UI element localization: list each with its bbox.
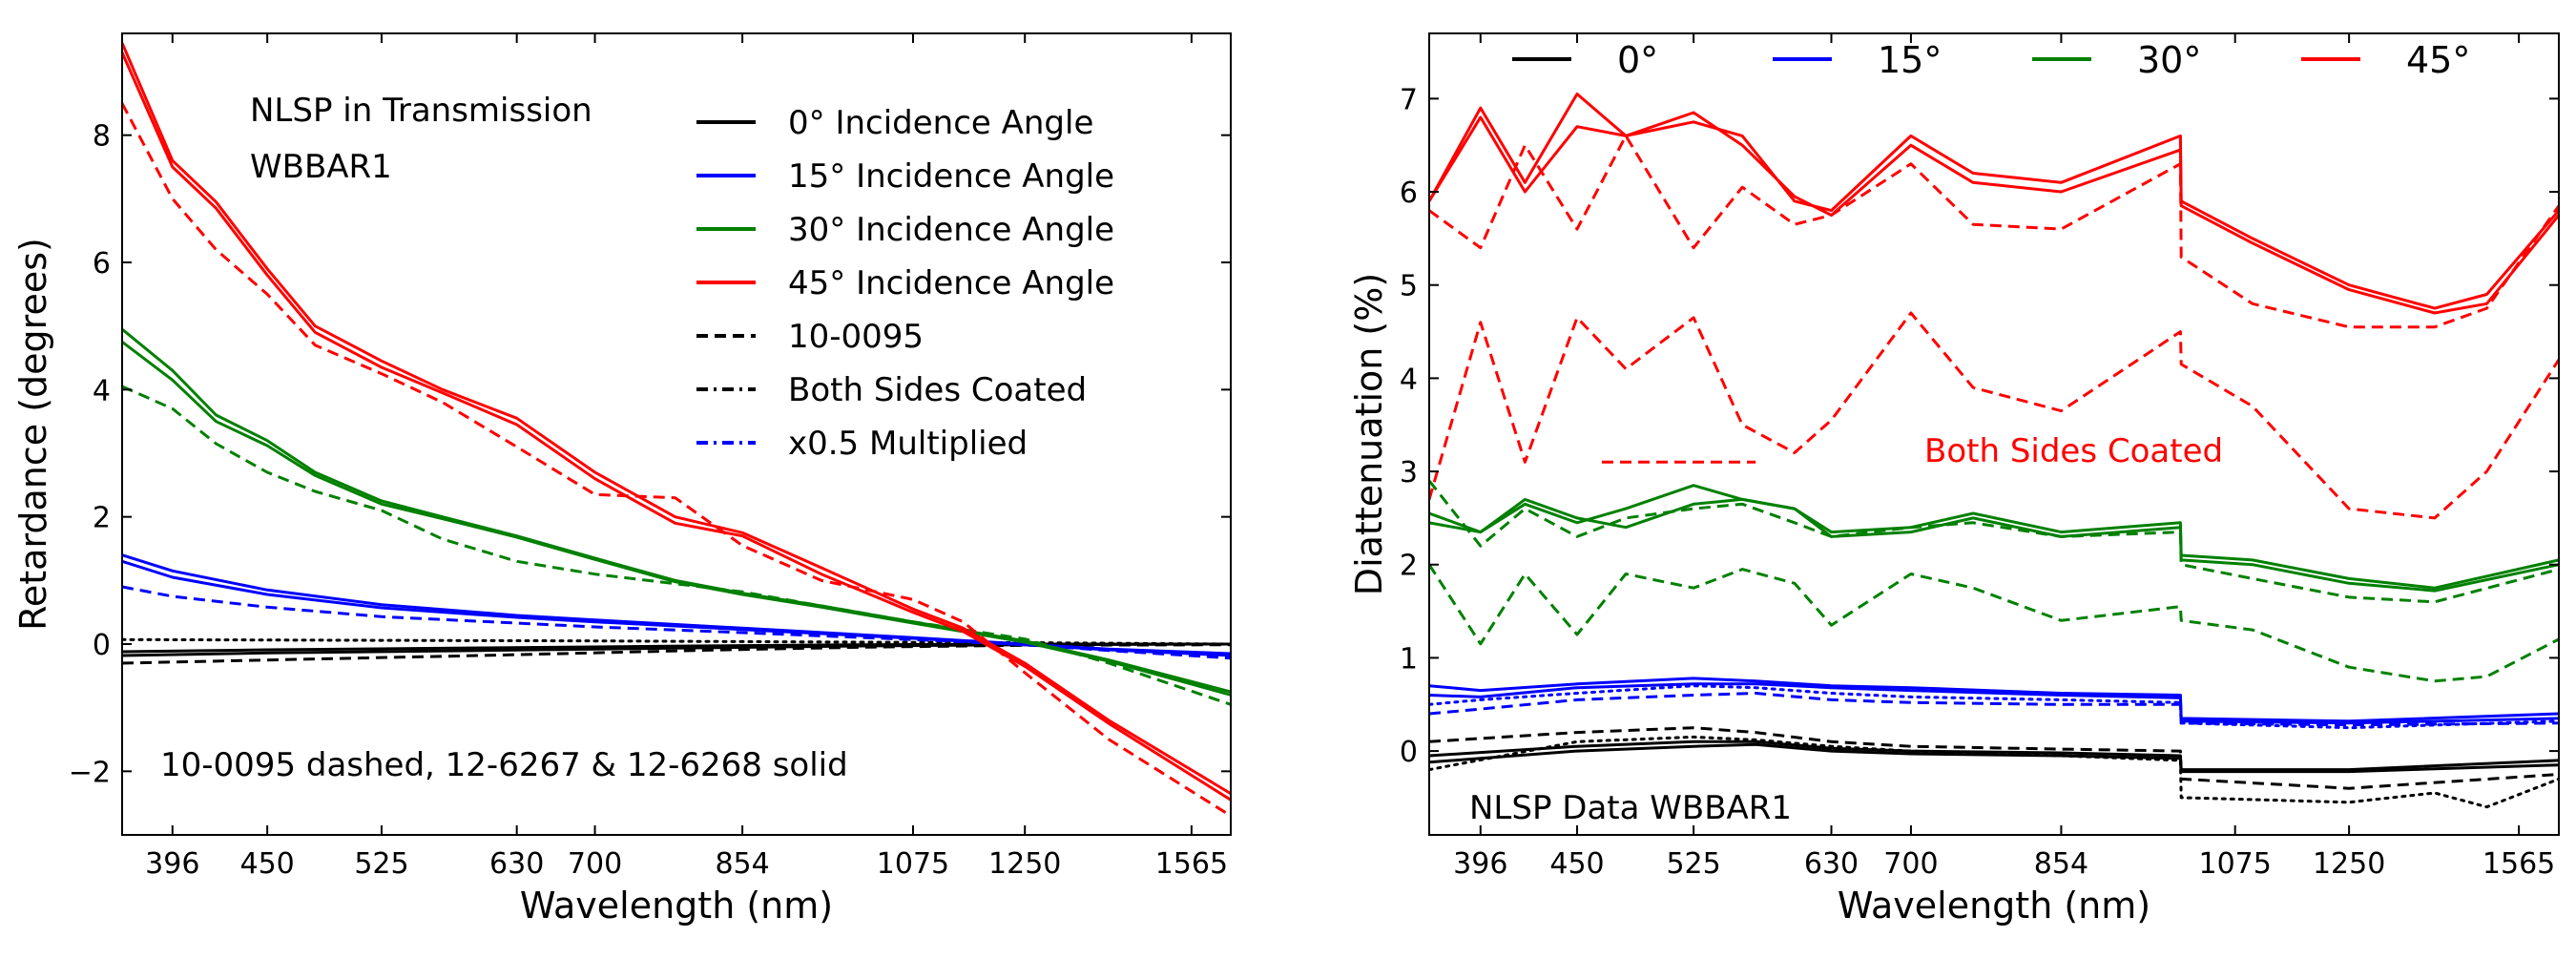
diattenuation-legend-label-1: 15° [1878,39,1942,81]
diattenuation-y-tick-label: 3 [1400,456,1418,489]
diattenuation-legend-label-2: 30° [2137,39,2201,81]
diattenuation-series-line-15 [1429,311,2559,520]
retardance-x-tick-label: 854 [715,847,769,881]
diattenuation-series-line-10 [1429,479,2559,604]
retardance-x-axis-label: Wavelength (nm) [520,885,833,927]
retardance-x-tick-label: 525 [354,847,408,881]
retardance-y-tick-label: 6 [93,247,111,281]
diattenuation-series-line-2 [1429,726,2559,790]
retardance-annotation-footer: 10-0095 dashed, 12-6267 & 12-6268 solid [160,746,848,784]
diattenuation-series-group [1429,93,2559,809]
retardance-y-tick-label: 4 [93,374,111,407]
diattenuation-x-axis-label: Wavelength (nm) [1838,885,2150,927]
diattenuation-y-tick-label: 7 [1400,83,1418,116]
diattenuation-y-tick-label: 2 [1400,550,1418,583]
retardance-x-tick-label: 700 [568,847,622,881]
diattenuation-x-ticks: 396 450 525 630 700 854 1075 1250 1565 [1453,33,2555,881]
retardance-y-tick-label: 2 [93,502,111,535]
diattenuation-x-tick-label: 396 [1453,847,1507,881]
diattenuation-y-ticks: 0 1 2 3 4 5 6 7 [1400,83,2559,769]
diattenuation-series-line-8 [1429,484,2559,590]
diattenuation-y-tick-label: 6 [1400,177,1418,210]
retardance-x-tick-label: 1565 [1155,847,1228,881]
diattenuation-series-line-12 [1429,93,2559,310]
diattenuation-legend-label-0: 0° [1617,39,1658,81]
retardance-legend-label-4: 10-0095 [788,318,924,356]
diattenuation-x-tick-label: 1565 [2483,847,2555,881]
diattenuation-x-tick-label: 1075 [2199,847,2272,881]
diattenuation-x-tick-label: 450 [1549,847,1604,881]
retardance-annotation-sample: WBBAR1 [250,148,392,186]
diattenuation-series-line-7 [1429,684,2559,730]
retardance-legend: 0° Incidence Angle 15° Incidence Angle 30°… [696,104,1114,463]
retardance-legend-label-2: 30° Incidence Angle [788,211,1114,249]
diattenuation-series-line-9 [1429,497,2559,593]
retardance-x-tick-label: 450 [240,847,295,881]
retardance-series-line-3 [122,637,1231,646]
diattenuation-legend-label-3: 45° [2406,39,2470,81]
retardance-y-ticks: −2 0 2 4 6 8 [69,120,1231,789]
retardance-legend-label-5: Both Sides Coated [788,371,1087,409]
retardance-series-line-11 [122,52,1231,802]
diattenuation-annotation-footer: NLSP Data WBBAR1 [1469,789,1792,827]
retardance-y-tick-label: −2 [69,756,111,789]
diattenuation-y-tick-label: 0 [1400,736,1418,769]
retardance-series-line-2 [122,643,1231,665]
diattenuation-series-line-3 [1429,735,2559,809]
diattenuation-y-tick-label: 1 [1400,642,1418,676]
retardance-legend-label-0: 0° Incidence Angle [788,104,1093,142]
diattenuation-x-tick-label: 630 [1804,847,1859,881]
diattenuation-y-tick-label: 4 [1400,363,1418,396]
retardance-plot-frame [121,32,1232,836]
retardance-x-tick-label: 396 [145,847,199,881]
diattenuation-y-axis-label: Diattenuation (%) [1348,273,1390,595]
retardance-y-tick-label: 8 [93,120,111,154]
diattenuation-legend: 0° 15° 30° 45° [1512,39,2470,81]
diattenuation-annotation-both-sides: Both Sides Coated [1924,432,2223,470]
diattenuation-series-line-5 [1429,682,2559,725]
retardance-series-group [122,42,1231,818]
retardance-y-tick-label: 0 [93,629,111,662]
retardance-legend-label-3: 45° Incidence Angle [788,264,1114,302]
diattenuation-series-line-4 [1429,677,2559,723]
retardance-series-line-9 [122,385,1231,706]
diattenuation-plot-frame [1428,32,2560,836]
retardance-x-tick-label: 630 [489,847,544,881]
retardance-y-axis-label: Retardance (degrees) [12,238,54,631]
retardance-x-ticks: 396 450 525 630 700 854 1075 1250 1565 [145,33,1228,881]
diattenuation-x-tick-label: 700 [1883,847,1938,881]
retardance-series-line-12 [122,102,1231,818]
retardance-x-tick-label: 1075 [877,847,949,881]
retardance-legend-label-6: x0.5 Multiplied [788,425,1028,463]
diattenuation-series-line-1 [1429,742,2559,774]
diattenuation-series-line-11 [1429,563,2559,683]
diattenuation-x-tick-label: 854 [2034,847,2088,881]
diattenuation-series-line-14 [1429,134,2559,329]
retardance-annotation-title: NLSP in Transmission [250,92,592,130]
retardance-x-tick-label: 1250 [988,847,1061,881]
retardance-chart: −2 0 2 4 6 8 396 450 525 630 700 854 1075 1250 1565 W… [12,32,1232,927]
diattenuation-x-tick-label: 1250 [2313,847,2385,881]
diattenuation-x-tick-label: 525 [1666,847,1720,881]
diattenuation-series-line-13 [1429,111,2559,315]
diattenuation-y-tick-label: 5 [1400,270,1418,303]
retardance-legend-label-1: 15° Incidence Angle [788,157,1114,196]
